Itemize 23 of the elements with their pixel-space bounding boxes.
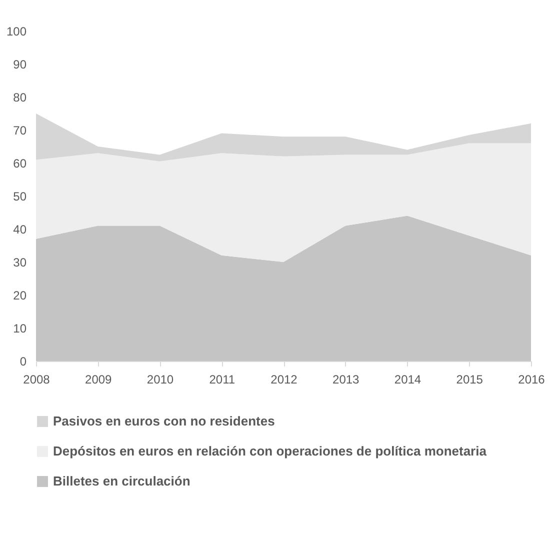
y-tick-label: 100 (6, 24, 27, 38)
legend-label: Billetes en circulación (53, 474, 190, 488)
y-tick-label: 0 (20, 354, 27, 368)
y-tick-label: 60 (13, 156, 27, 170)
legend-label: Pasivos en euros con no residentes (53, 414, 275, 428)
x-tick-label: 2010 (146, 372, 174, 386)
y-tick-label: 70 (13, 124, 27, 138)
legend-label: Depósitos en euros en relación con operaciones de política monetaria (53, 444, 488, 458)
y-tick-label: 20 (13, 288, 27, 302)
y-tick-label: 50 (13, 190, 27, 204)
y-tick-label: 40 (13, 222, 27, 236)
y-tick-label: 10 (13, 322, 27, 336)
x-tick-label: 2014 (394, 372, 422, 386)
x-tick-label: 2009 (85, 372, 112, 386)
y-tick-label: 30 (13, 256, 27, 270)
x-tick-label: 2011 (209, 372, 236, 386)
x-tick-label: 2013 (332, 372, 360, 386)
y-tick-label: 80 (13, 90, 27, 104)
x-tick-label: 2008 (23, 372, 50, 386)
x-tick-label: 2016 (518, 372, 546, 386)
y-tick-label: 90 (13, 58, 27, 72)
x-tick-label: 2015 (456, 372, 484, 386)
x-tick-label: 2012 (270, 372, 298, 386)
